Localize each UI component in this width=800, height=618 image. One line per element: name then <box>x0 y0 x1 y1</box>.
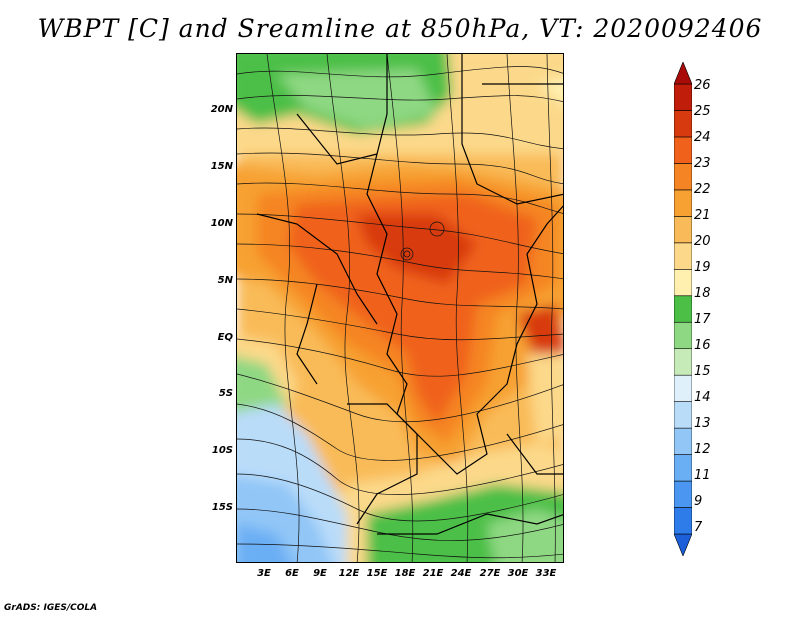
colorbar-swatch-0 <box>674 533 692 556</box>
colorbar-swatch-13 <box>674 189 692 217</box>
lat-label-10n: 10N <box>210 218 233 229</box>
colorbar-swatch-1 <box>674 507 692 535</box>
colorbar-label-21: 21 <box>694 208 711 223</box>
map-title: WBPT [C] and Sreamline at 850hPa, VT: 20… <box>37 14 763 43</box>
colorbar-label-11: 11 <box>694 468 711 483</box>
lat-label-15s: 15S <box>211 502 233 513</box>
colorbar-label-16: 16 <box>694 338 711 353</box>
colorbar-label-17: 17 <box>694 312 711 327</box>
lat-label-5s: 5S <box>218 388 233 399</box>
lon-label-27e: 27E <box>479 568 501 579</box>
wbpt-shading <box>237 54 563 562</box>
colorbar-swatch-7 <box>674 348 692 376</box>
country-borders <box>256 54 563 535</box>
colorbar-label-7: 7 <box>694 520 703 535</box>
colorbar-label-22: 22 <box>694 182 711 197</box>
colorbar-label-9: 9 <box>694 494 703 509</box>
colorbar-label-26: 26 <box>694 78 711 93</box>
lon-label-6e: 6E <box>285 568 299 579</box>
streamlines <box>237 54 563 562</box>
lat-label-10s: 10S <box>211 445 233 456</box>
colorbar-swatch-11 <box>674 242 692 270</box>
wbpt-field-map <box>237 54 563 562</box>
colorbar-label-19: 19 <box>694 260 711 275</box>
lon-label-30e: 30E <box>507 568 529 579</box>
grads-credit: GrADS: IGES/COLA <box>4 603 98 613</box>
colorbar-label-24: 24 <box>694 130 711 145</box>
lat-label-eq: EQ <box>217 332 233 343</box>
lon-label-33e: 33E <box>535 568 557 579</box>
colorbar-swatch-6 <box>674 374 692 402</box>
colorbar-swatch-18 <box>674 62 692 85</box>
colorbar-swatch-15 <box>674 136 692 164</box>
colorbar-label-14: 14 <box>694 390 711 405</box>
lon-label-18e: 18E <box>394 568 416 579</box>
colorbar-swatch-8 <box>674 321 692 350</box>
colorbar-label-12: 12 <box>694 442 711 457</box>
colorbar-swatch-9 <box>674 295 692 323</box>
map-panel <box>236 53 564 563</box>
colorbar-swatch-2 <box>674 480 692 508</box>
colorbar-label-20: 20 <box>694 234 711 249</box>
lon-label-21e: 21E <box>422 568 444 579</box>
colorbar-swatch-12 <box>674 216 692 244</box>
colorbar-label-25: 25 <box>694 104 711 119</box>
lon-label-12e: 12E <box>338 568 360 579</box>
colorbar-swatch-4 <box>674 427 692 455</box>
colorbar-label-13: 13 <box>694 416 711 431</box>
lon-label-24e: 24E <box>450 568 472 579</box>
colorbar-swatch-3 <box>674 454 692 482</box>
colorbar-label-18: 18 <box>694 286 711 301</box>
colorbar <box>674 62 692 556</box>
colorbar-swatch-10 <box>674 268 692 297</box>
lon-label-3e: 3E <box>257 568 271 579</box>
colorbar-swatch-14 <box>674 163 692 191</box>
colorbar-swatch-17 <box>674 83 692 111</box>
lat-label-20n: 20N <box>210 104 233 115</box>
colorbar-swatch-5 <box>674 401 692 429</box>
colorbar-label-23: 23 <box>694 156 711 171</box>
lat-label-15n: 15N <box>210 161 233 172</box>
lon-label-9e: 9E <box>313 568 327 579</box>
lat-label-5n: 5N <box>217 275 233 286</box>
lon-label-15e: 15E <box>366 568 388 579</box>
colorbar-label-15: 15 <box>694 364 711 379</box>
colorbar-swatch-16 <box>674 110 692 138</box>
